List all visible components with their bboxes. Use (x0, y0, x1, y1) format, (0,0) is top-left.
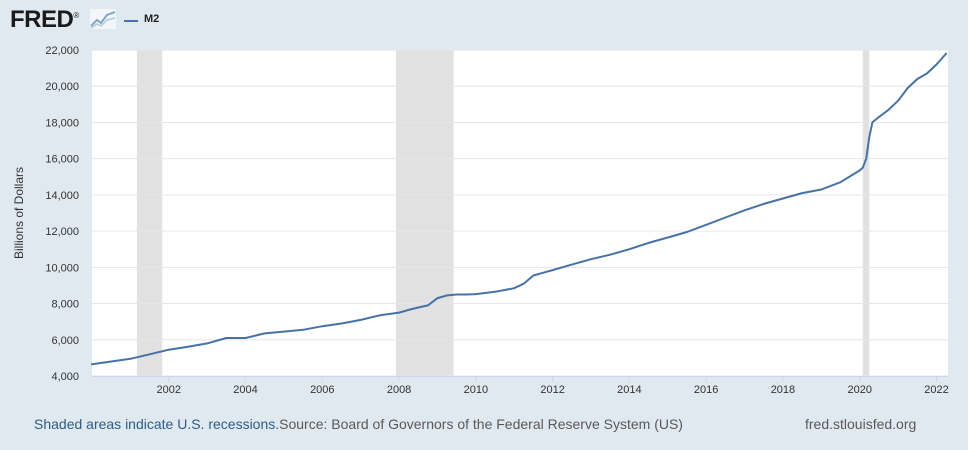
y-tick-labels: 4,000 6,000 8,000 10,000 12,000 14,000 16,000 1… (45, 45, 79, 383)
x-tick-label: 2008 (387, 384, 411, 396)
chart-header: FRED® M2 (0, 0, 968, 42)
legend-label: M2 (144, 13, 160, 25)
grid-lines (92, 49, 948, 377)
y-tick-label: 6,000 (51, 335, 79, 347)
recession-band (862, 50, 870, 376)
line-chart: 4,000 6,000 8,000 10,000 12,000 14,000 16,000 1… (12, 45, 949, 396)
x-tick-labels: 2002 2004 2006 2008 2010 2012 2014 2016 2018 2020… (157, 384, 949, 396)
fred-logo-text: FRED (10, 6, 74, 33)
x-tick-label: 2004 (233, 384, 257, 396)
recession-bands (136, 50, 870, 376)
y-tick-label: 8,000 (51, 299, 79, 311)
recession-note[interactable]: Shaded areas indicate U.S. recessions. (34, 416, 280, 432)
recession-band (396, 50, 454, 376)
recession-band (136, 50, 163, 376)
plot-area (92, 50, 948, 376)
site-url[interactable]: fred.stlouisfed.org (805, 416, 917, 432)
x-tick-label: 2020 (847, 384, 871, 396)
legend-swatch (124, 20, 138, 22)
footer-notes: Shaded areas indicate U.S. recessions.So… (34, 416, 683, 432)
y-tick-label: 14,000 (45, 190, 79, 202)
y-tick-label: 12,000 (45, 226, 79, 238)
y-tick-label: 18,000 (45, 117, 79, 129)
fred-graph-icon (90, 9, 116, 29)
x-tick-label: 2014 (617, 384, 641, 396)
y-axis-label: Billions of Dollars (12, 167, 26, 259)
y-tick-label: 20,000 (45, 81, 79, 93)
y-tick-label: 10,000 (45, 262, 79, 274)
x-tick-label: 2012 (540, 384, 564, 396)
source-note: Source: Board of Governors of the Federa… (279, 416, 683, 432)
x-tick-label: 2006 (310, 384, 334, 396)
x-tick-label: 2010 (464, 384, 488, 396)
x-tick-label: 2002 (157, 384, 181, 396)
series-line-m2[interactable] (91, 52, 948, 366)
y-tick-label: 16,000 (45, 154, 79, 166)
axes (92, 376, 948, 381)
x-tick-label: 2022 (924, 384, 948, 396)
y-tick-label: 22,000 (45, 45, 79, 57)
x-tick-label: 2016 (694, 384, 718, 396)
fred-logo[interactable]: FRED® (10, 6, 79, 34)
series-lines (91, 52, 948, 366)
x-tick-label: 2018 (771, 384, 795, 396)
registered-mark: ® (73, 11, 79, 20)
y-tick-label: 4,000 (51, 371, 79, 383)
